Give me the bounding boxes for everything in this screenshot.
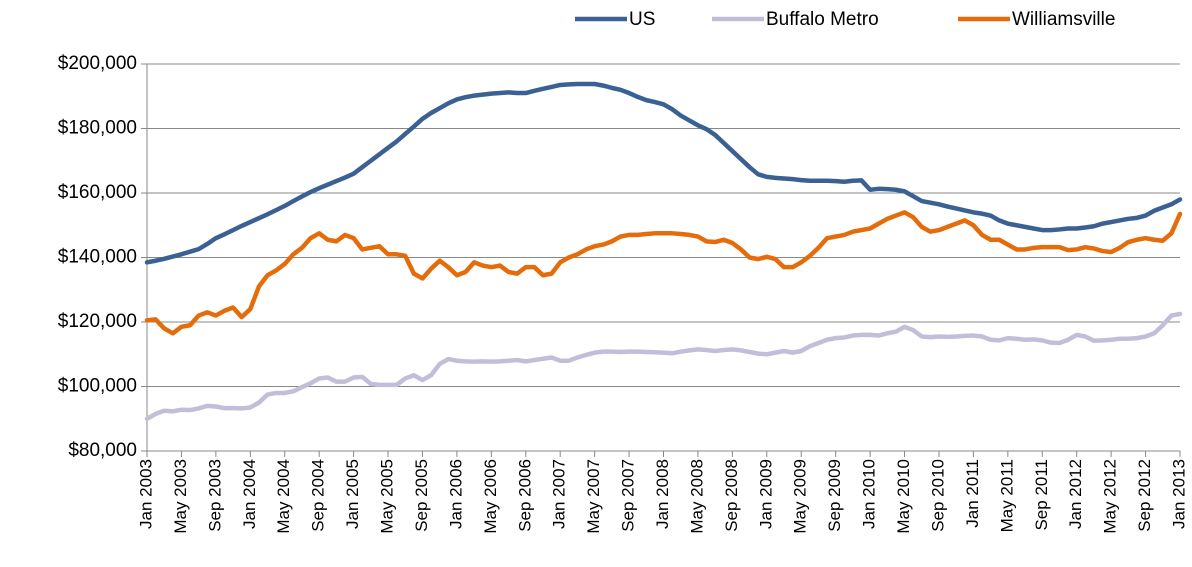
x-tick-label: May 2006 xyxy=(481,459,500,534)
x-tick-label: Sep 2010 xyxy=(928,459,947,532)
y-tick-label: $120,000 xyxy=(58,311,137,332)
x-tick-label: Jan 2006 xyxy=(446,459,465,529)
x-tick-label: Sep 2003 xyxy=(205,459,224,532)
x-tick-label: Sep 2007 xyxy=(619,459,638,532)
x-tick-label: Sep 2008 xyxy=(722,459,741,532)
x-tick-label: Sep 2006 xyxy=(515,459,534,532)
x-tick-label: May 2011 xyxy=(997,459,1016,532)
x-tick-label: Jan 2005 xyxy=(343,459,362,529)
legend-label: US xyxy=(629,9,655,30)
x-tick-label: May 2008 xyxy=(687,459,706,534)
y-tick-label: $200,000 xyxy=(58,53,137,74)
legend-label: Buffalo Metro xyxy=(766,9,879,30)
series-line xyxy=(144,81,1183,265)
x-tick-label: May 2009 xyxy=(791,459,810,534)
x-tick-label: Jan 2009 xyxy=(756,459,775,529)
x-tick-label: May 2004 xyxy=(274,459,293,534)
x-tick-label: Jan 2013 xyxy=(1169,459,1188,529)
x-tick-label: Jan 2010 xyxy=(860,459,879,529)
x-tick-label: Jan 2012 xyxy=(1066,459,1085,529)
y-tick-label: $80,000 xyxy=(68,440,137,461)
legend-label: Williamsville xyxy=(1012,9,1115,30)
x-tick-label: May 2007 xyxy=(584,459,603,534)
x-tick-label: Sep 2011 xyxy=(1032,459,1051,531)
x-tick-label: Sep 2004 xyxy=(309,459,328,532)
x-tick-label: Sep 2005 xyxy=(412,459,431,532)
x-tick-label: Jan 2008 xyxy=(653,459,672,529)
x-tick-label: Jan 2011 xyxy=(963,459,982,528)
x-tick-label: Jan 2003 xyxy=(136,459,155,529)
y-tick-label: $160,000 xyxy=(58,182,137,203)
x-tick-label: May 2010 xyxy=(894,459,913,534)
x-tick-label: May 2012 xyxy=(1101,459,1120,534)
x-tick-label: May 2005 xyxy=(378,459,397,534)
y-tick-label: $140,000 xyxy=(58,247,137,268)
x-tick-label: Jan 2007 xyxy=(550,459,569,529)
x-tick-label: Sep 2009 xyxy=(825,459,844,532)
series-line xyxy=(144,311,1183,421)
x-tick-label: Jan 2004 xyxy=(240,459,259,529)
x-tick-label: May 2003 xyxy=(171,459,190,534)
x-tick-label: Sep 2012 xyxy=(1135,459,1154,532)
y-tick-label: $100,000 xyxy=(58,376,137,397)
y-tick-label: $180,000 xyxy=(58,118,137,139)
series-line xyxy=(144,210,1183,336)
